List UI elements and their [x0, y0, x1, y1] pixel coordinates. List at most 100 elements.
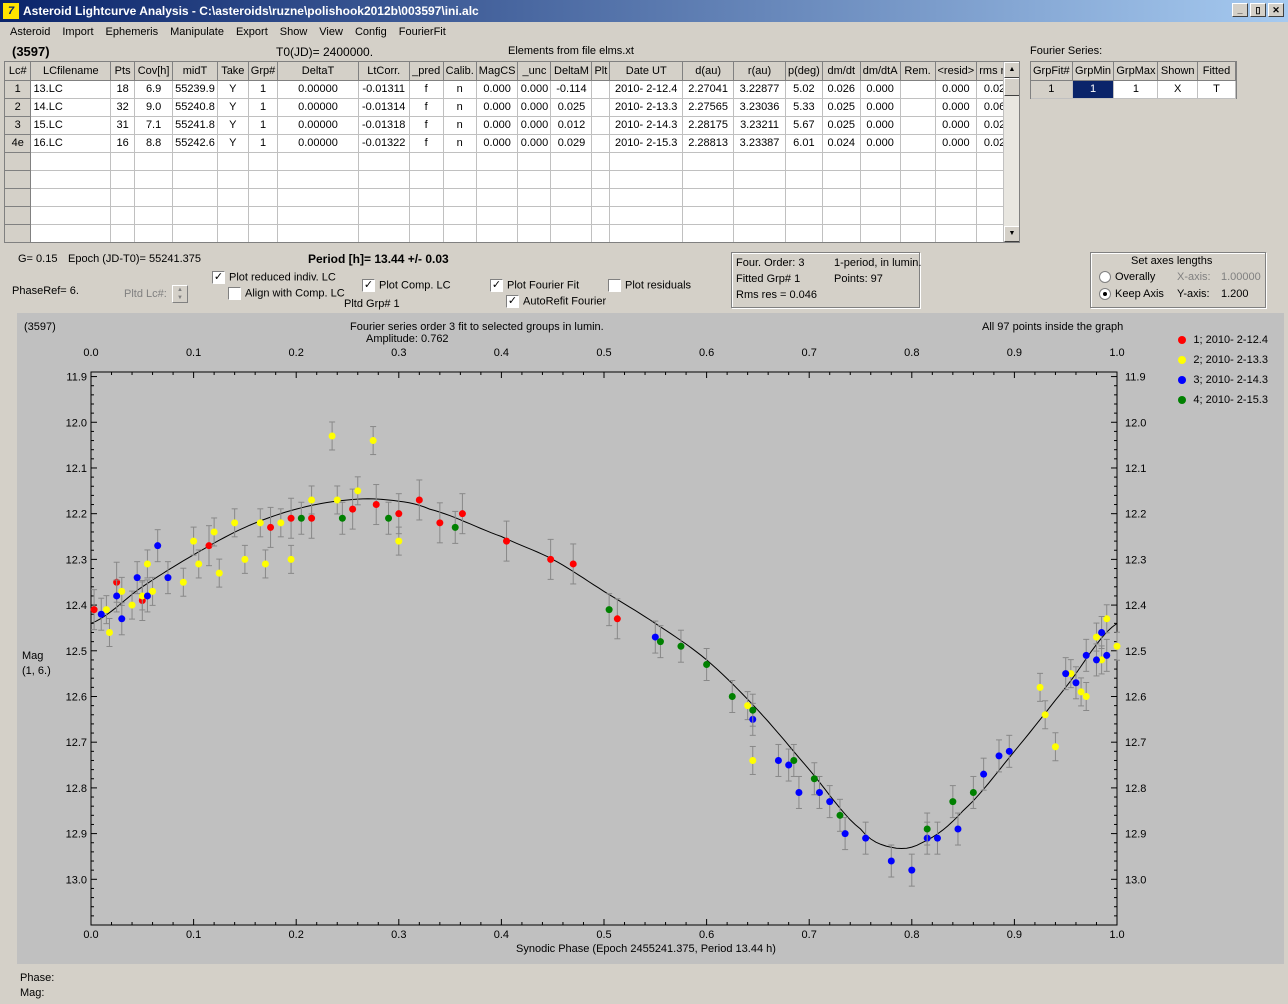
close-button[interactable]: ✕ — [1268, 3, 1284, 17]
table-cell[interactable] — [822, 188, 861, 207]
table-cell[interactable]: 5.02 — [785, 80, 823, 99]
y-axis-value[interactable]: 1.200 — [1221, 288, 1249, 300]
scroll-down-button[interactable]: ▼ — [1004, 226, 1019, 242]
table-cell[interactable] — [591, 152, 611, 171]
table-cell[interactable] — [110, 206, 136, 225]
table-cell[interactable]: -0.01322 — [358, 134, 410, 153]
table-cell[interactable] — [860, 152, 901, 171]
table-cell[interactable]: 2010- 2-15.3 — [609, 134, 684, 153]
menu-export[interactable]: Export — [235, 26, 268, 38]
table-cell[interactable] — [30, 206, 112, 225]
plot-fourier-checkbox[interactable]: ✓ Plot Fourier Fit — [490, 279, 579, 292]
table-cell[interactable] — [409, 224, 444, 242]
table-cell[interactable]: 16 — [110, 134, 136, 153]
table-cell[interactable] — [900, 206, 936, 225]
column-header[interactable]: _pred — [409, 62, 444, 81]
table-cell[interactable] — [682, 206, 735, 225]
row-header[interactable]: 2 — [5, 98, 32, 117]
table-cell[interactable] — [733, 224, 786, 242]
radio-circle[interactable] — [1099, 271, 1111, 284]
table-cell[interactable]: -0.01314 — [358, 98, 410, 117]
column-header[interactable]: LtCorr. — [358, 62, 410, 81]
checkbox-box[interactable] — [228, 287, 241, 300]
table-cell[interactable]: 0.000 — [476, 116, 519, 135]
table-cell[interactable] — [5, 206, 32, 225]
table-cell[interactable] — [30, 170, 112, 189]
autorefit-checkbox[interactable]: ✓ AutoRefit Fourier — [506, 295, 606, 308]
table-cell[interactable]: 14.LC — [30, 98, 112, 117]
table-cell[interactable]: 0.000 — [860, 80, 901, 99]
column-header[interactable]: <resid> — [935, 62, 978, 81]
table-cell[interactable] — [443, 206, 477, 225]
x-axis-value[interactable]: 1.00000 — [1221, 271, 1261, 283]
table-row[interactable]: 3 15.LC 31 7.1 55241.8 Y 1 0.00000 -0.01318 f n 0.0… — [5, 116, 1019, 135]
table-cell[interactable] — [733, 170, 786, 189]
menu-asteroid[interactable]: Asteroid — [10, 26, 51, 38]
table-cell[interactable] — [822, 152, 861, 171]
empty-row[interactable] — [5, 170, 1019, 189]
column-header[interactable]: Calib. — [443, 62, 477, 81]
row-header[interactable]: 1 — [5, 80, 32, 99]
table-cell[interactable] — [476, 206, 519, 225]
table-cell[interactable] — [591, 134, 611, 153]
table-cell[interactable]: 2010- 2-13.3 — [609, 98, 684, 117]
column-header[interactable]: Pts — [110, 62, 136, 81]
table-cell[interactable]: 3.23211 — [733, 116, 786, 135]
cell-grpmax[interactable]: 1 — [1113, 80, 1159, 99]
table-cell[interactable]: 31 — [110, 116, 136, 135]
table-cell[interactable]: -0.01318 — [358, 116, 410, 135]
table-cell[interactable] — [785, 152, 823, 171]
table-cell[interactable]: 0.025 — [822, 98, 861, 117]
table-cell[interactable]: 0.00000 — [277, 80, 359, 99]
table-cell[interactable] — [591, 170, 611, 189]
table-cell[interactable] — [409, 206, 444, 225]
table-cell[interactable] — [591, 188, 611, 207]
table-cell[interactable] — [476, 224, 519, 242]
table-cell[interactable] — [358, 188, 410, 207]
column-header[interactable]: Plt — [591, 62, 611, 81]
table-cell[interactable]: 5.33 — [785, 98, 823, 117]
table-cell[interactable] — [5, 224, 32, 242]
column-header[interactable]: d(au) — [682, 62, 735, 81]
table-cell[interactable] — [277, 224, 359, 242]
table-cell[interactable]: n — [443, 80, 477, 99]
checkbox-box[interactable] — [608, 279, 621, 292]
table-cell[interactable]: 1 — [248, 98, 279, 117]
table-cell[interactable] — [248, 224, 279, 242]
table-cell[interactable] — [517, 224, 552, 242]
column-header[interactable]: r(au) — [733, 62, 786, 81]
table-cell[interactable]: 0.000 — [517, 98, 552, 117]
maximize-button[interactable]: ▯ — [1250, 3, 1266, 17]
column-header[interactable]: Rem. — [900, 62, 936, 81]
column-header[interactable]: Take — [217, 62, 249, 81]
table-cell[interactable] — [443, 188, 477, 207]
table-cell[interactable] — [609, 224, 684, 242]
table-cell[interactable]: -0.01311 — [358, 80, 410, 99]
table-cell[interactable] — [860, 170, 901, 189]
table-cell[interactable] — [860, 224, 901, 242]
table-row[interactable]: 4e 16.LC 16 8.8 55242.6 Y 1 0.00000 -0.01322 f n 0.… — [5, 134, 1019, 153]
table-cell[interactable]: 2.28813 — [682, 134, 735, 153]
cell-grpfit[interactable]: 1 — [1031, 80, 1073, 99]
column-header[interactable]: Grp# — [248, 62, 279, 81]
table-cell[interactable]: 6.9 — [134, 80, 174, 99]
table-cell[interactable]: 0.025 — [550, 98, 593, 117]
table-cell[interactable] — [110, 188, 136, 207]
fourier-row[interactable]: 1 1 1 X T — [1031, 80, 1237, 99]
table-cell[interactable] — [277, 188, 359, 207]
checkbox-box[interactable]: ✓ — [212, 271, 225, 284]
table-cell[interactable] — [134, 206, 174, 225]
table-cell[interactable]: 0.000 — [860, 116, 901, 135]
table-cell[interactable] — [935, 152, 978, 171]
table-cell[interactable] — [217, 170, 249, 189]
table-cell[interactable] — [30, 224, 112, 242]
table-cell[interactable] — [517, 152, 552, 171]
table-cell[interactable]: 3.23387 — [733, 134, 786, 153]
table-cell[interactable] — [733, 188, 786, 207]
table-cell[interactable]: 2.27041 — [682, 80, 735, 99]
cell-grpmin[interactable]: 1 — [1072, 80, 1115, 99]
menu-view[interactable]: View — [319, 26, 343, 38]
cell-shown[interactable]: X — [1157, 80, 1198, 99]
table-cell[interactable] — [900, 116, 936, 135]
table-cell[interactable] — [248, 206, 279, 225]
